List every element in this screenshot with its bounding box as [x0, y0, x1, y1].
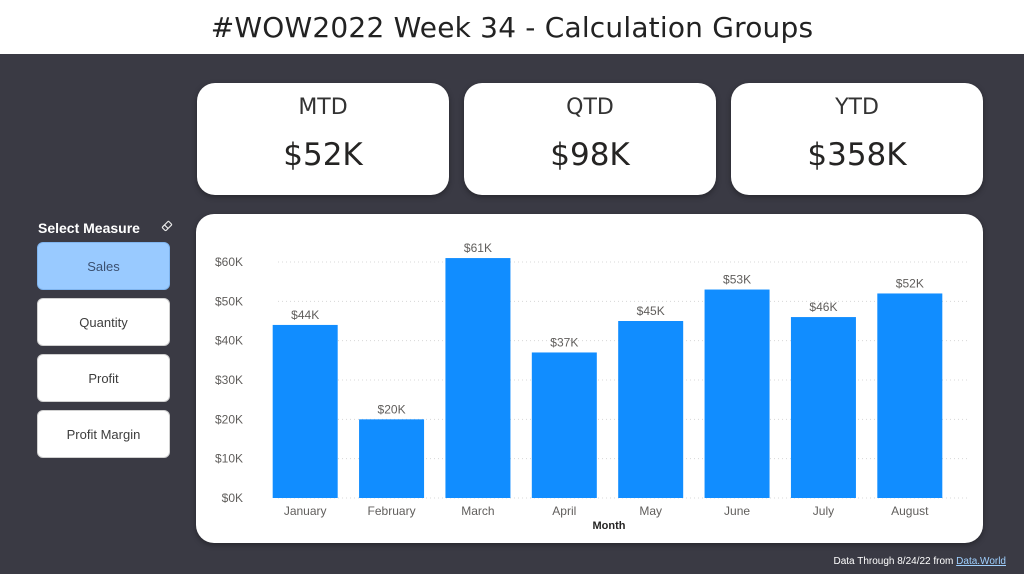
data-label: $53K [723, 273, 751, 287]
y-tick-label: $50K [215, 294, 243, 308]
page-title: #WOW2022 Week 34 - Calculation Groups [210, 10, 814, 44]
kpi-label: YTD [835, 95, 879, 120]
y-tick-label: $20K [215, 412, 243, 426]
data-label: $37K [550, 335, 578, 349]
slicer-option-profit-margin[interactable]: Profit Margin [37, 410, 170, 458]
x-tick-label: January [284, 504, 327, 518]
data-label: $45K [637, 304, 665, 318]
y-tick-label: $60K [215, 255, 243, 269]
kpi-value: $52K [283, 137, 363, 173]
bar [618, 321, 684, 498]
slicer-title: Select Measure [38, 220, 140, 236]
bar [790, 317, 856, 498]
bar [272, 324, 338, 498]
footer-text: Data Through 8/24/22 from [833, 556, 957, 567]
data-label: $61K [464, 241, 492, 255]
x-tick-label: March [461, 504, 494, 518]
chart-canvas: $0K $10K $20K $30K $40K $50K $60K $44K January $2… [215, 241, 969, 532]
kpi-card-mtd: MTD $52K [197, 83, 449, 195]
data-label: $52K [896, 276, 924, 290]
x-tick-label: June [724, 504, 750, 518]
y-tick-label: $10K [215, 452, 243, 466]
slicer-option-label: Quantity [79, 314, 128, 330]
kpi-label: QTD [566, 95, 614, 120]
x-tick-label: April [552, 504, 576, 518]
bar [359, 419, 425, 498]
bar [531, 352, 597, 498]
slicer-option-label: Sales [87, 258, 120, 274]
data-label: $20K [378, 402, 406, 416]
monthly-bar-chart: $0K $10K $20K $30K $40K $50K $60K $44K January $2… [196, 214, 983, 543]
x-tick-label: May [639, 504, 662, 518]
x-tick-label: February [368, 504, 416, 518]
slicer-option-quantity[interactable]: Quantity [37, 298, 170, 346]
kpi-card-ytd: YTD $358K [731, 83, 983, 195]
y-tick-label: $30K [215, 373, 243, 387]
bar [704, 289, 770, 498]
x-axis-title: Month [593, 520, 626, 532]
kpi-label: MTD [298, 95, 348, 120]
slicer-option-label: Profit Margin [66, 426, 141, 442]
slicer-option-label: Profit [88, 370, 119, 386]
data-label: $46K [809, 300, 837, 314]
kpi-value: $98K [550, 137, 630, 173]
y-tick-label: $40K [215, 334, 243, 348]
data-label: $44K [291, 308, 319, 322]
footer-note: Data Through 8/24/22 from Data.World [833, 556, 1006, 567]
report-header: #WOW2022 Week 34 - Calculation Groups [0, 0, 1024, 54]
bar [877, 293, 943, 498]
kpi-value: $358K [807, 137, 907, 173]
kpi-card-qtd: QTD $98K [464, 83, 716, 195]
bar [445, 258, 511, 498]
eraser-icon[interactable] [160, 219, 174, 233]
x-tick-label: July [813, 504, 834, 518]
x-tick-label: August [891, 504, 929, 518]
slicer-option-sales[interactable]: Sales [37, 242, 170, 290]
data-source-link[interactable]: Data.World [956, 556, 1006, 567]
y-tick-label: $0K [222, 491, 243, 505]
slicer-option-profit[interactable]: Profit [37, 354, 170, 402]
